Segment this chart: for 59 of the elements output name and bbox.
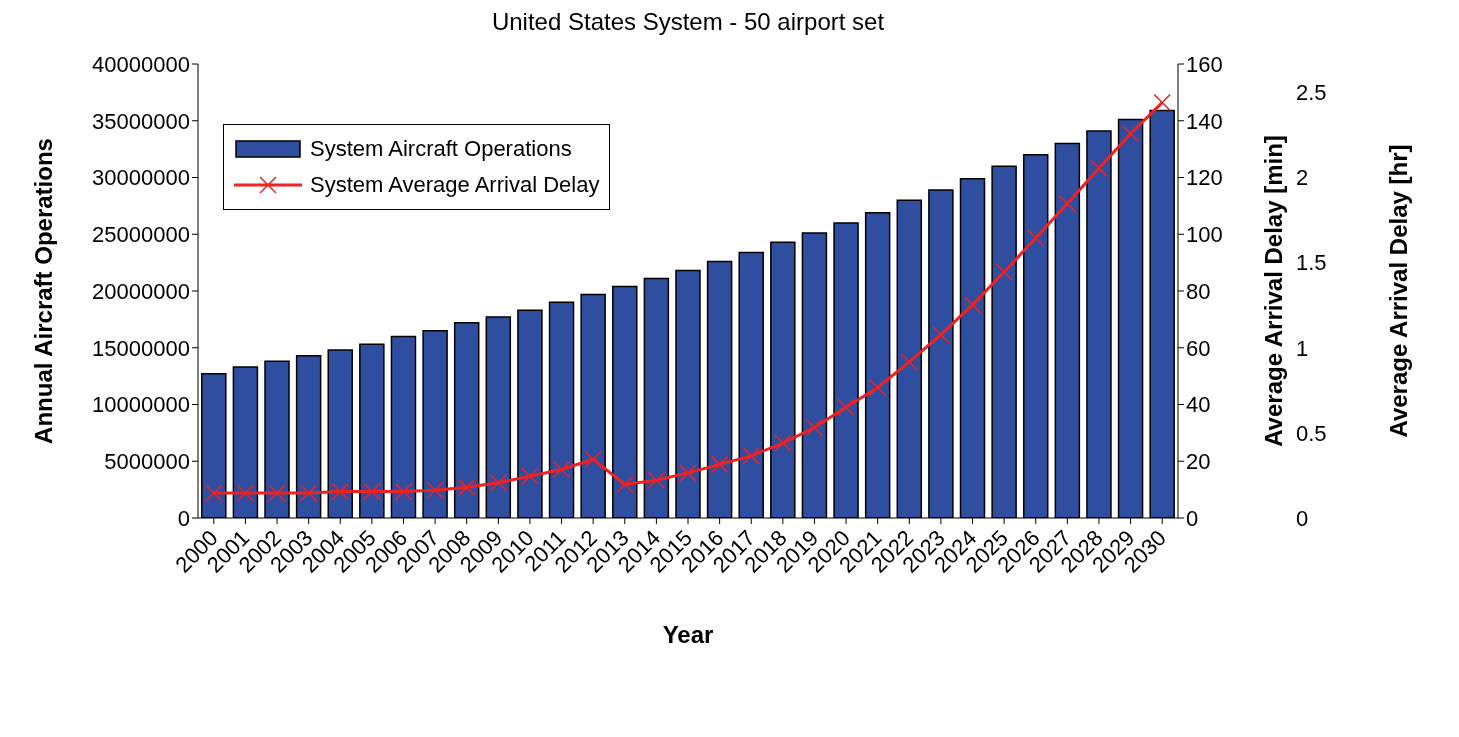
- point: [900, 353, 919, 371]
- point: [774, 434, 792, 452]
- point: [489, 474, 508, 492]
- point: [363, 482, 381, 501]
- y2-tick-label: 0: [1186, 505, 1199, 531]
- point: [1153, 93, 1171, 112]
- y3-tick-label: 1: [1296, 335, 1309, 361]
- y2-tick-label: 100: [1186, 222, 1223, 248]
- point: [868, 378, 887, 397]
- y-tick-label: 15000000: [92, 335, 190, 361]
- y-tick-label: 35000000: [92, 108, 190, 134]
- point: [1058, 194, 1077, 213]
- y-tick-label: 20000000: [92, 278, 190, 304]
- point: [552, 460, 571, 479]
- point: [805, 418, 824, 437]
- point: [426, 481, 444, 499]
- point: [394, 482, 413, 501]
- point: [205, 484, 223, 502]
- y3-tick-label: 2: [1296, 165, 1309, 191]
- point: [457, 478, 476, 497]
- point: [710, 455, 729, 474]
- point: [268, 484, 286, 502]
- y2-tick-label: 140: [1186, 108, 1223, 134]
- point: [647, 471, 666, 490]
- y3-axis-title: Average Arrival Delay [hr]: [1384, 144, 1412, 438]
- y2-tick-label: 20: [1186, 449, 1211, 475]
- point: [1026, 229, 1045, 247]
- y-tick-label: 0: [177, 505, 190, 531]
- point: [1090, 159, 1108, 177]
- y3-tick-label: 2.5: [1296, 80, 1327, 106]
- y2-tick-label: 80: [1186, 278, 1211, 304]
- y-tick-label: 10000000: [92, 392, 190, 418]
- point: [584, 450, 602, 469]
- point: [236, 484, 255, 502]
- point: [679, 464, 697, 482]
- y3-tick-label: 1.5: [1296, 250, 1327, 276]
- legend-label: System Average Arrival Delay: [310, 172, 600, 198]
- y-tick-label: 25000000: [92, 222, 190, 248]
- y3-tick-label: 0: [1296, 505, 1309, 531]
- point: [963, 296, 982, 314]
- x-axis-title: Year: [662, 621, 714, 648]
- point: [837, 398, 855, 417]
- y-tick-label: 40000000: [92, 51, 190, 77]
- y2-tick-label: 40: [1186, 392, 1211, 418]
- y2-tick-label: 160: [1186, 51, 1223, 77]
- y-axis-title: Annual Aircraft Operations: [29, 138, 57, 444]
- y2-tick-label: 60: [1186, 335, 1211, 361]
- y-tick-label: 30000000: [92, 165, 190, 191]
- point: [521, 467, 539, 486]
- y-tick-label: 5000000: [104, 449, 190, 475]
- point: [331, 482, 350, 501]
- y2-axis-title: Average Arrival Delay [min]: [1259, 135, 1287, 447]
- point: [616, 475, 634, 494]
- chart-title: United States System - 50 airport set: [490, 8, 886, 37]
- point: [742, 447, 760, 465]
- y3-tick-label: 0.5: [1296, 420, 1327, 446]
- point: [299, 484, 318, 502]
- y2-tick-label: 120: [1186, 165, 1223, 191]
- legend-label: System Aircraft Operations: [310, 136, 572, 162]
